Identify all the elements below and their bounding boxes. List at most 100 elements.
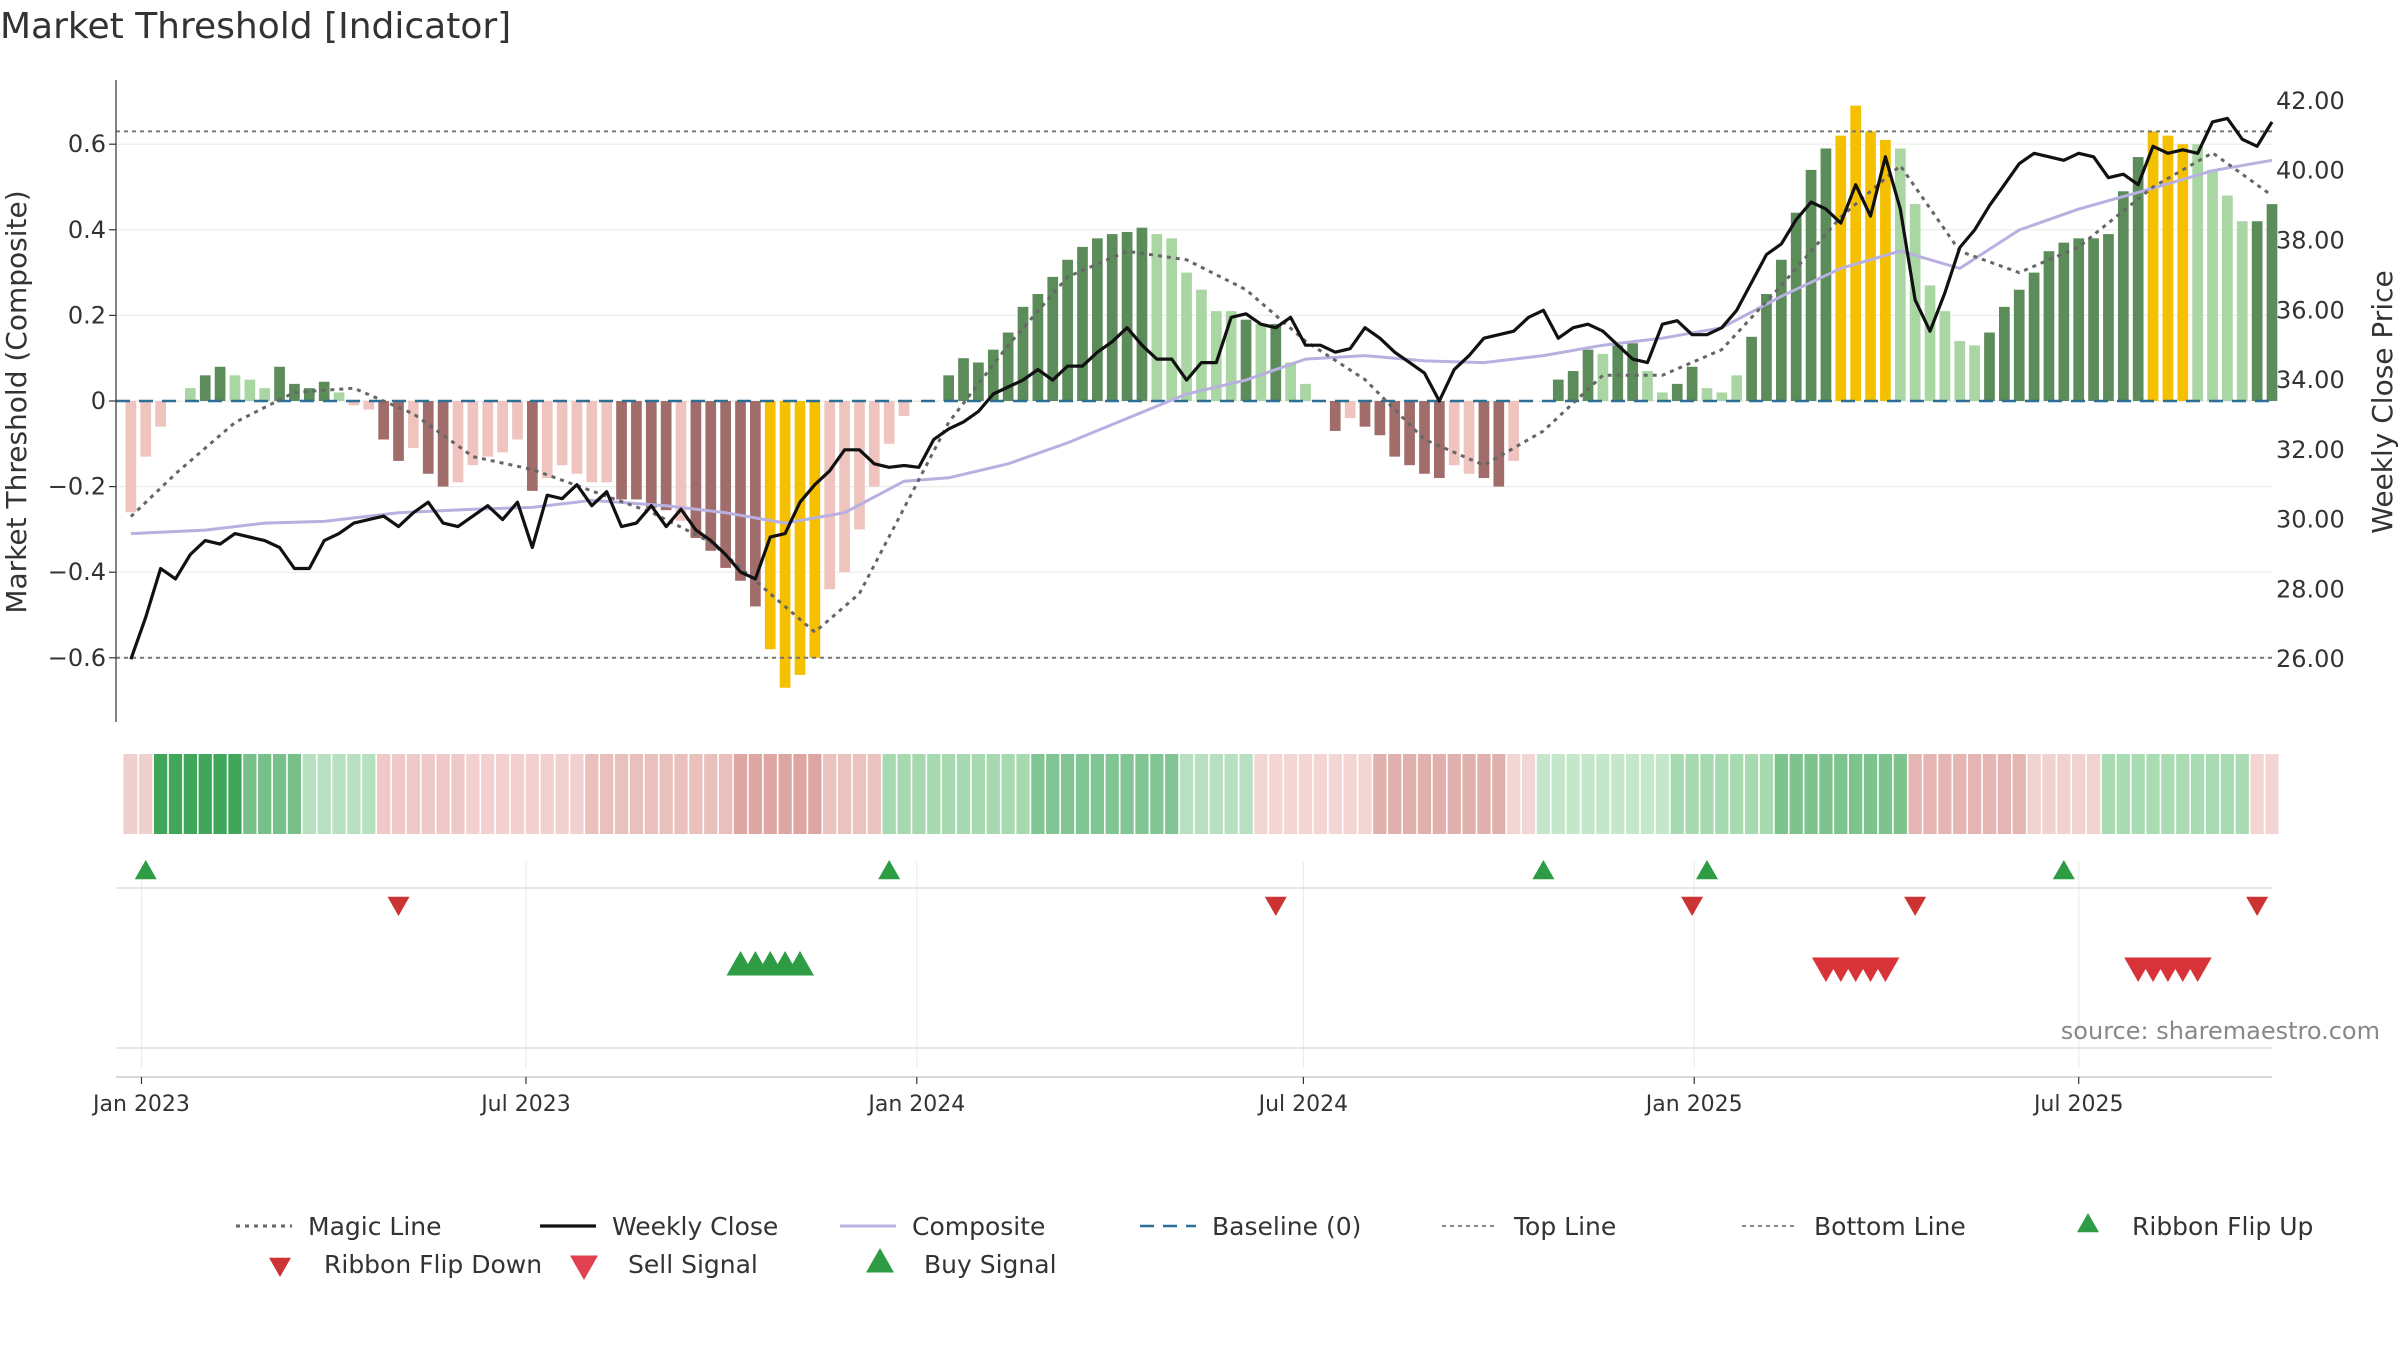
left-tick-label: 0.4 (68, 216, 106, 244)
composite-bar (750, 401, 761, 607)
composite-bar (660, 401, 672, 511)
ribbon-flip-down-marker (387, 896, 410, 916)
composite-bar (303, 388, 315, 401)
composite-bar (2028, 272, 2040, 401)
ribbon-band (465, 754, 600, 834)
composite-bar (958, 358, 969, 401)
composite-bar (1775, 259, 1787, 401)
reference-lines (116, 130, 2272, 659)
composite-bar (437, 401, 449, 487)
ribbon-flip-up-marker (1532, 860, 1555, 880)
composite-bar (1597, 353, 1609, 401)
composite-bar (1984, 332, 1995, 401)
composite-bar (125, 401, 137, 513)
ribbon-band (1907, 754, 2042, 834)
composite-bar (616, 401, 627, 500)
legend-swatch (570, 1255, 598, 1280)
composite-bar (512, 401, 523, 440)
composite-bar (1344, 401, 1356, 419)
composite-bar (631, 401, 642, 500)
right-tick-label: 32.00 (2276, 436, 2345, 464)
composite-bar (1642, 371, 1653, 401)
composite-bar (854, 401, 865, 530)
legend-swatch (269, 1257, 291, 1277)
composite-bar (2266, 204, 2278, 401)
composite-bar (1359, 401, 1371, 427)
ribbon-flip-up-marker (878, 860, 901, 880)
legend-item-composite: Composite (840, 1212, 1045, 1241)
composite-bar (824, 401, 836, 590)
right-tick-label: 26.00 (2276, 645, 2345, 673)
composite-bar (482, 401, 494, 457)
composite-bar (1761, 294, 1772, 401)
composite-bar (1627, 343, 1638, 401)
weekly-close-line (129, 116, 2274, 660)
legend-item-magic-line: Magic Line (236, 1212, 442, 1241)
composite-bar (497, 401, 508, 453)
composite-bar (1493, 401, 1505, 487)
composite-bar (1404, 401, 1415, 466)
composite-bar (2192, 144, 2204, 401)
composite-bar (1850, 105, 1862, 402)
composite-bar (140, 401, 152, 457)
composite-bar (1270, 323, 1282, 401)
legend-label: Top Line (1513, 1212, 1616, 1241)
composite-bar (868, 401, 880, 487)
left-tick-label: −0.2 (48, 473, 106, 501)
legend: Magic Line Weekly Close Composite Baseline … (236, 1212, 2313, 1280)
composite-bar (1939, 311, 1951, 401)
composite-bar (363, 401, 375, 410)
composite-bar (2117, 191, 2129, 401)
axes: 0.6 0.4 0.2 0 −0.2 −0.4 −0.6 42.00 40.00 38.00 36.… (48, 80, 2345, 722)
composite-bar (1151, 234, 1163, 401)
composite-bar (705, 401, 717, 551)
composite-bar (1701, 388, 1713, 401)
left-tick-label: −0.4 (48, 558, 106, 586)
ribbon-flip-up-marker (2052, 860, 2075, 880)
composite-bar (259, 388, 271, 401)
date-tick-label: Jan 2023 (91, 1092, 190, 1117)
composite-bar (1805, 169, 1817, 401)
source-note: source: sharemaestro.com (2061, 1017, 2380, 1045)
composite-bar (1463, 401, 1475, 474)
composite-bar (274, 366, 285, 401)
composite-bar (1181, 272, 1192, 401)
composite-bar (1508, 401, 1520, 461)
composite-bar (1106, 234, 1118, 401)
composite-bar (184, 388, 196, 401)
composite-bar (1478, 401, 1490, 479)
right-axis-title: Weekly Close Price (2366, 270, 2399, 533)
composite-bar (883, 401, 895, 444)
composite-bar (393, 401, 404, 461)
composite-bar (348, 401, 360, 406)
composite-bar (452, 401, 464, 483)
composite-bar (1969, 345, 1980, 401)
composite-bar (1136, 227, 1148, 401)
composite-bar (2058, 242, 2070, 401)
right-tick-label: 30.00 (2276, 506, 2345, 534)
composite-bar (244, 379, 256, 401)
buy-signal-marker (785, 951, 814, 976)
composite-bar (690, 401, 702, 538)
legend-item-baseline: Baseline (0) (1140, 1212, 1361, 1241)
composite-bar (2132, 157, 2144, 401)
composite-bar (408, 401, 419, 449)
composite-bar (1210, 311, 1222, 401)
ribbon-flip-up-marker (134, 860, 157, 880)
composite-bar (1389, 401, 1401, 457)
composite-bar (1300, 383, 1311, 401)
composite-bar (2236, 221, 2248, 401)
left-tick-label: −0.6 (48, 644, 106, 672)
composite-bar (1448, 401, 1460, 466)
legend-label: Weekly Close (612, 1212, 778, 1241)
composite-bar (2162, 135, 2174, 401)
right-tick-label: 34.00 (2276, 366, 2345, 394)
right-tick-label: 42.00 (2276, 87, 2345, 115)
composite-bar (987, 349, 999, 401)
composite-bar (1166, 238, 1178, 401)
composite-bar (1047, 276, 1059, 401)
legend-label: Baseline (0) (1212, 1212, 1361, 1241)
date-axis: Jan 2023 Jul 2023 Jan 2024 Jul 2024 Jan 2025… (91, 1077, 2123, 1117)
composite-bar (2222, 195, 2233, 401)
composite-bar (2073, 238, 2085, 401)
